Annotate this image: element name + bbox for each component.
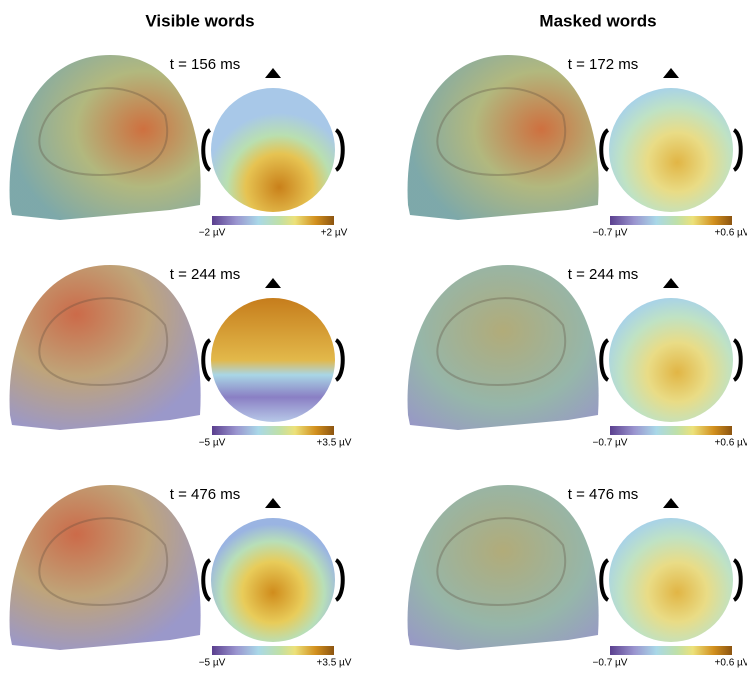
time-label: t = 156 ms	[170, 56, 240, 73]
scale-min: −5 µV	[199, 438, 226, 449]
ear-right	[734, 130, 741, 170]
topomap	[211, 298, 335, 422]
time-label: t = 244 ms	[170, 266, 240, 283]
scale-max: +0.6 µV	[715, 438, 747, 449]
ear-right	[336, 130, 343, 170]
ear-right	[336, 340, 343, 380]
nose	[265, 278, 281, 288]
time-label: t = 476 ms	[568, 486, 638, 503]
time-label: t = 476 ms	[170, 486, 240, 503]
topomap	[609, 88, 733, 212]
colorbar	[212, 646, 334, 655]
nose	[663, 68, 679, 78]
scale-max: +3.5 µV	[317, 658, 352, 669]
nose	[265, 68, 281, 78]
ear-left	[203, 130, 210, 170]
head-render	[408, 485, 599, 650]
figure: Visible words t = 156 ms −2 µV +2 µV t = 244…	[0, 0, 747, 682]
head-render	[10, 485, 201, 650]
scale-max: +3.5 µV	[317, 438, 352, 449]
scale-max: +0.6 µV	[715, 228, 747, 239]
scale-max: +2 µV	[321, 228, 348, 239]
head-render	[10, 265, 201, 430]
time-label: t = 244 ms	[568, 266, 638, 283]
topomap	[609, 298, 733, 422]
topomap	[211, 88, 335, 212]
ear-right	[336, 560, 343, 600]
scale-min: −0.7 µV	[593, 228, 628, 239]
ear-left	[601, 340, 608, 380]
nose	[265, 498, 281, 508]
ear-left	[203, 560, 210, 600]
colorbar	[610, 646, 732, 655]
ear-left	[203, 340, 210, 380]
scale-max: +0.6 µV	[715, 658, 747, 669]
head-render	[10, 55, 201, 220]
time-label: t = 172 ms	[568, 56, 638, 73]
scale-min: −5 µV	[199, 658, 226, 669]
head-render	[408, 265, 599, 430]
colorbar	[610, 426, 732, 435]
scale-min: −0.7 µV	[593, 438, 628, 449]
ear-right	[734, 340, 741, 380]
ear-left	[601, 560, 608, 600]
colorbar	[212, 426, 334, 435]
column-title: Visible words	[145, 11, 254, 30]
ear-right	[734, 560, 741, 600]
column-title: Masked words	[539, 11, 656, 30]
head-render	[408, 55, 599, 220]
ear-left	[601, 130, 608, 170]
nose	[663, 498, 679, 508]
scale-min: −0.7 µV	[593, 658, 628, 669]
colorbar	[212, 216, 334, 225]
topomap	[211, 518, 335, 642]
topomap	[609, 518, 733, 642]
scale-min: −2 µV	[199, 228, 226, 239]
nose	[663, 278, 679, 288]
colorbar	[610, 216, 732, 225]
